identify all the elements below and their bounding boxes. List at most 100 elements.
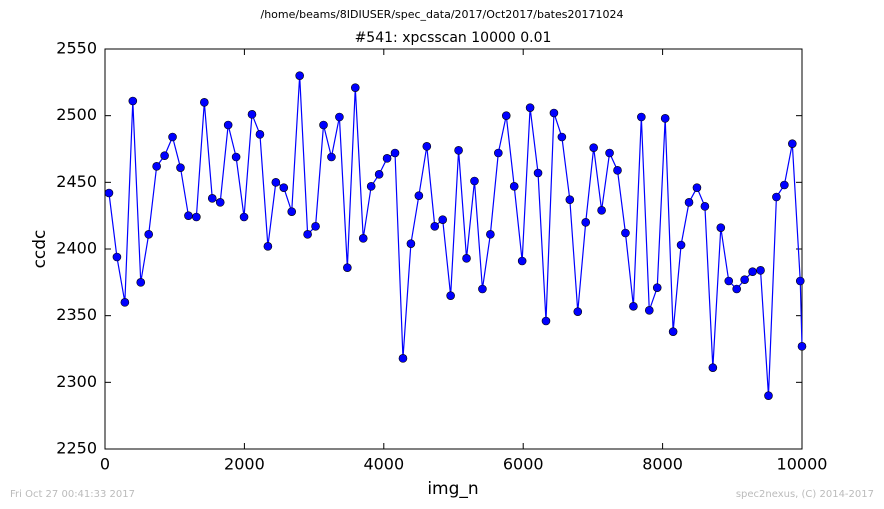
data-point [176,163,185,172]
data-point [797,342,807,351]
x-tick-label: 10000 [777,455,828,474]
y-tick-label: 2250 [56,439,97,458]
data-point [295,71,304,80]
x-tick-label: 2000 [224,455,265,474]
data-point [605,148,614,158]
data-point [446,291,455,300]
data-point [581,218,591,227]
data-point [255,130,265,139]
data-point [160,151,169,160]
data-point [279,183,289,192]
data-point [724,276,734,286]
data-point [136,278,146,287]
data-point [112,252,122,262]
x-tick-label: 8000 [642,455,683,474]
data-point [120,298,130,307]
y-tick-label: 2400 [56,239,97,258]
data-point [597,206,606,215]
data-point [533,168,543,178]
data-point [422,142,432,151]
x-tick-label: 4000 [363,455,404,474]
data-point [454,146,463,155]
data-point [128,96,138,106]
data-point [247,110,257,119]
data-point [517,256,527,266]
data-point [144,230,154,239]
data-point [613,166,622,175]
data-point [756,266,765,275]
data-point [271,178,281,187]
data-point [795,276,805,286]
data-point [501,111,511,120]
data-point [430,222,440,231]
data-point [470,176,479,186]
data-point [350,83,360,92]
series-line [108,75,803,396]
data-point [684,198,694,207]
data-point [414,191,424,200]
data-point [629,302,638,311]
data-point [263,242,273,251]
x-tick-label: 6000 [503,455,544,474]
data-point [287,207,297,216]
data-point [764,391,773,400]
x-axis-label: img_n [427,479,478,499]
data-point [486,230,495,239]
suptitle: /home/beams/8IDIUSER/spec_data/2017/Oct2… [261,8,624,21]
data-point [549,108,559,118]
data-point [772,192,781,202]
data-point [200,98,209,107]
data-point [335,112,344,122]
y-axis-label: ccdc [30,230,50,269]
data-point [366,182,376,191]
data-point [557,132,567,142]
y-tick-label: 2350 [56,305,97,324]
data-point [215,198,225,207]
data-point [374,170,384,179]
data-point [637,112,646,122]
data-point [168,132,177,142]
data-point [319,120,328,130]
data-point [644,306,654,315]
data-point [509,182,519,191]
data-point [692,183,702,192]
data-point [541,316,551,326]
y-tick-label: 2450 [56,172,97,191]
footer-date: Fri Oct 27 00:41:33 2017 [10,489,135,500]
data-point [660,114,670,123]
chart-title: #541: xpcsscan 10000 0.01 [355,30,552,46]
data-point [327,152,336,162]
data-point [748,267,757,276]
data-point [104,188,114,198]
data-point [478,284,487,294]
data-point [390,148,400,158]
data-point [152,162,161,171]
data-point [382,154,392,163]
data-point [223,120,233,130]
data-point [239,212,249,222]
data-point [438,215,447,224]
data-point [780,180,789,190]
data-point [231,152,241,162]
data-point [406,239,416,248]
data-point [207,194,217,203]
data-point [732,284,741,294]
data-point [652,283,662,292]
y-tick-label: 2300 [56,372,97,391]
data-point [462,254,471,263]
data-point [668,327,678,336]
data-point [311,222,320,231]
data-point [525,103,535,112]
data-point [565,195,575,204]
data-point [589,143,598,152]
data-point [573,307,583,316]
data-point [676,240,686,250]
footer-credit: spec2nexus, (C) 2014-2017 [736,489,874,500]
data-point [740,275,749,284]
data-point [303,230,312,239]
y-tick-label: 2500 [56,105,97,124]
x-tick-label: 0 [100,455,110,474]
data-point [708,363,718,372]
